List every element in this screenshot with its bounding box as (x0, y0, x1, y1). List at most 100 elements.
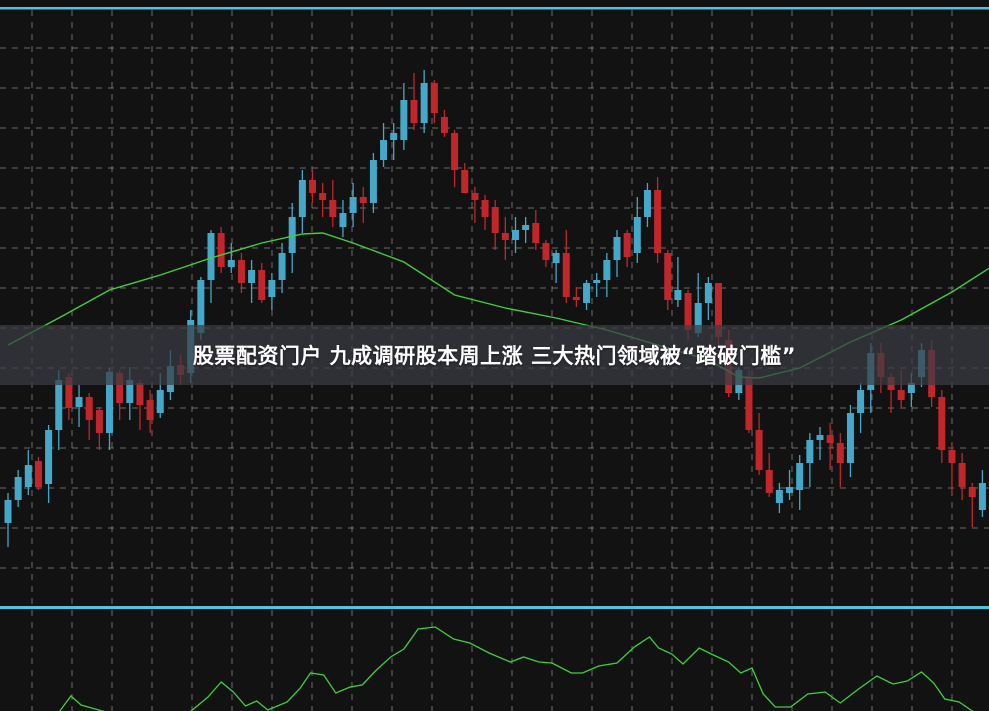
candle-up (593, 273, 601, 297)
candle-body (522, 225, 530, 230)
candle-body (319, 193, 327, 200)
candle-body (248, 270, 256, 283)
candle-body (643, 190, 651, 217)
top-panel-border (0, 7, 989, 10)
candle-up (786, 470, 794, 500)
candle-down (826, 423, 834, 470)
candle-up (24, 450, 32, 495)
candle-body (978, 483, 986, 510)
candle-down (136, 380, 144, 430)
candle-down (329, 180, 337, 227)
candle-up (816, 427, 824, 460)
candle-body (217, 233, 225, 267)
candle-down (755, 413, 763, 475)
candle-up (400, 83, 408, 150)
candle-body (572, 297, 580, 300)
candle-body (55, 380, 63, 430)
candle-body (654, 190, 662, 253)
candle-body (156, 390, 164, 413)
candle-up (613, 230, 621, 277)
candle-body (491, 207, 499, 233)
candle-up (248, 260, 256, 303)
candle-down (532, 210, 540, 250)
candle-down (410, 73, 418, 130)
indicator-line (59, 626, 974, 711)
candle-body (745, 377, 753, 430)
candle-down (572, 287, 580, 307)
candle-up (207, 230, 215, 303)
candle-body (907, 383, 915, 393)
candle-body (359, 197, 367, 203)
headline-text: 股票配资门户 九成调研股本周上涨 三大热门领域被“踏破门槛” (192, 344, 797, 368)
candle-up (298, 170, 306, 233)
candle-body (796, 463, 804, 490)
candle-body (45, 430, 53, 484)
candles (4, 70, 986, 547)
candle-down (258, 263, 266, 303)
candle-body (765, 470, 773, 493)
candle-body (583, 283, 591, 303)
panel-borders (0, 7, 989, 609)
candle-body (481, 200, 489, 217)
candle-up (643, 183, 651, 227)
candle-body (278, 253, 286, 280)
candle-up (603, 253, 611, 297)
candle-body (410, 100, 418, 123)
candle-up (349, 183, 357, 227)
candle-body (24, 465, 32, 487)
candle-body (664, 253, 672, 300)
candle-body (613, 237, 621, 260)
candle-down (501, 217, 509, 260)
panel-divider (0, 606, 989, 609)
candle-down (461, 163, 469, 193)
candle-up (583, 280, 591, 310)
candle-up (4, 493, 12, 547)
candle-down (217, 227, 225, 273)
candle-body (704, 283, 712, 303)
candle-body (237, 260, 245, 283)
candle-up (704, 277, 712, 320)
candle-body (451, 133, 459, 170)
candle-down (968, 483, 976, 527)
candle-up (978, 470, 986, 517)
candle-body (501, 233, 509, 240)
candle-body (532, 223, 540, 243)
candle-body (603, 260, 611, 280)
candle-body (836, 443, 844, 463)
candle-body (775, 490, 783, 503)
candle-down (237, 253, 245, 293)
candle-body (420, 83, 428, 123)
candle-body (258, 270, 266, 300)
candle-body (197, 280, 205, 333)
candle-down (319, 183, 327, 217)
candle-body (288, 217, 296, 253)
candle-up (633, 197, 641, 263)
candle-body (461, 170, 469, 193)
candle-body (369, 160, 377, 203)
candle-up (45, 425, 53, 503)
candle-body (552, 253, 560, 263)
candle-down (654, 177, 662, 263)
candle-body (633, 217, 641, 253)
candle-body (309, 180, 316, 193)
candle-body (684, 293, 692, 330)
candle-body (674, 290, 682, 300)
candle-down (664, 250, 672, 310)
candle-down (451, 130, 459, 187)
candle-down (430, 80, 438, 123)
candle-down (958, 453, 966, 500)
candle-body (968, 487, 976, 497)
candle-down (948, 443, 956, 493)
candle-down (491, 200, 499, 250)
candle-body (380, 140, 388, 160)
candle-body (4, 500, 12, 523)
candle-body (34, 461, 42, 487)
candle-body (938, 397, 946, 450)
candle-up (796, 455, 804, 510)
candle-body (95, 410, 103, 433)
candle-body (755, 430, 763, 470)
candle-down (359, 187, 367, 223)
candle-up (674, 257, 682, 307)
candle-up (420, 70, 428, 133)
candle-body (349, 197, 357, 213)
